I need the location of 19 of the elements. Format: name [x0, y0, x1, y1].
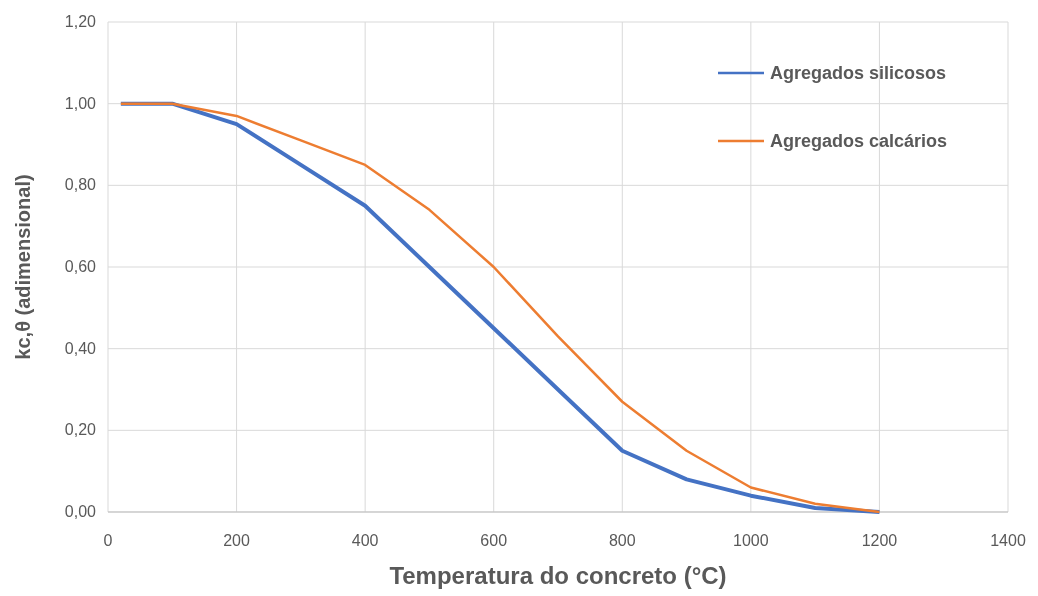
legend-label: Agregados silicosos: [770, 63, 947, 83]
y-tick-label: 0,60: [64, 258, 97, 275]
y-tick-label: 0,00: [64, 503, 97, 520]
x-axis-title: Temperatura do concreto (°C): [389, 562, 727, 589]
x-tick-label: 800: [608, 532, 636, 549]
x-tick-label: 200: [223, 532, 251, 549]
y-tick-label: 0,80: [64, 176, 97, 194]
y-tick-label: 1,20: [64, 13, 97, 30]
legend-label: Agregados calcários: [770, 131, 948, 151]
y-tick-label: 0,20: [64, 421, 97, 439]
x-tick-label: 1000: [733, 532, 769, 549]
x-tick-label: 600: [480, 532, 508, 549]
x-tick-label: 1400: [990, 532, 1026, 549]
x-tick-label: 400: [351, 532, 379, 549]
y-tick-label: 1,00: [64, 94, 97, 112]
y-tick-label: 0,40: [64, 339, 97, 357]
x-tick-label: 0: [103, 532, 113, 549]
x-tick-label: 1200: [861, 532, 898, 549]
y-axis-title: kc,θ (adimensional): [12, 174, 34, 360]
